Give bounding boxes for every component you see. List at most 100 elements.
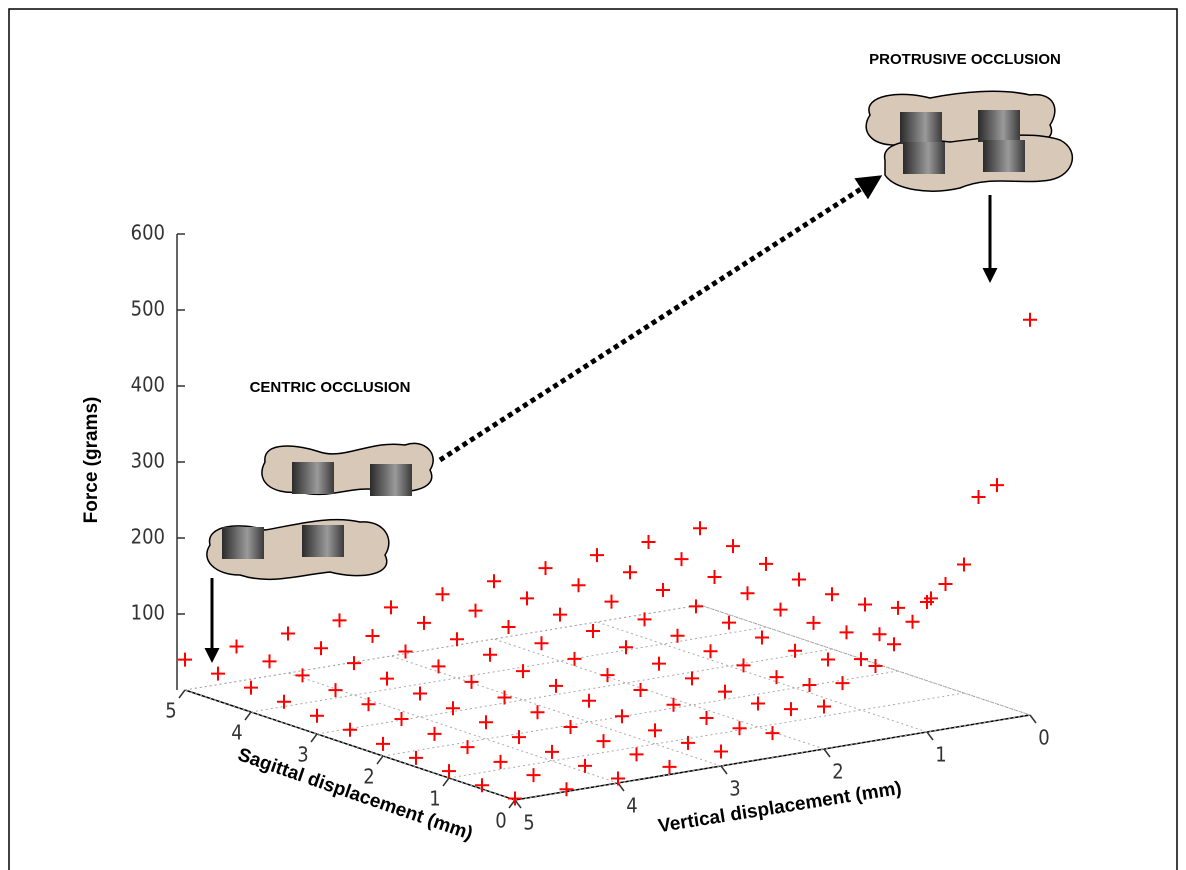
data-point <box>722 616 736 630</box>
data-point <box>512 730 526 744</box>
data-point <box>821 652 835 666</box>
data-point <box>652 657 666 671</box>
chart: PROTRUSIVE OCCLUSION CENTRIC OCCLUSION F… <box>0 0 1186 870</box>
data-point <box>1023 313 1037 327</box>
y-tick <box>927 732 933 740</box>
z-tick-label: 300 <box>131 449 165 473</box>
y-tick <box>1030 715 1036 723</box>
data-point <box>366 629 380 643</box>
z-tick-label: 100 <box>131 601 165 625</box>
data-point <box>545 745 559 759</box>
data-point <box>399 645 413 659</box>
data-point <box>648 723 662 737</box>
data-point <box>483 648 497 662</box>
data-point <box>642 535 656 549</box>
data-point <box>329 683 343 697</box>
x-tick-label: 5 <box>165 699 176 723</box>
data-point <box>714 745 728 759</box>
data-point <box>281 626 295 640</box>
y-tick <box>721 766 727 774</box>
data-point <box>957 558 971 572</box>
protrusive-icon <box>866 91 1072 191</box>
data-point <box>469 604 483 618</box>
centric-icon <box>207 443 433 579</box>
annotation: CENTRIC OCCLUSION <box>250 379 411 396</box>
data-point <box>601 668 615 682</box>
data-point <box>759 557 773 571</box>
data-point <box>766 726 780 740</box>
grid-line <box>449 693 964 778</box>
data-point <box>413 686 427 700</box>
y-tick <box>824 749 830 757</box>
data-point <box>615 709 629 723</box>
data-point <box>343 723 357 737</box>
y-tick-label: 2 <box>832 760 843 784</box>
data-point <box>572 578 586 592</box>
data-point <box>675 552 689 566</box>
data-point <box>428 727 442 741</box>
data-point <box>263 654 277 668</box>
data-point <box>939 577 953 591</box>
data-point <box>417 616 431 630</box>
data-point <box>708 570 722 584</box>
data-point <box>553 608 567 622</box>
data-point <box>770 670 784 684</box>
data-point <box>590 548 604 562</box>
data-point <box>972 490 986 504</box>
x-tick-label: 2 <box>363 765 374 789</box>
data-point <box>277 695 291 709</box>
x-tick <box>311 734 317 742</box>
data-point <box>296 668 310 682</box>
data-point <box>718 685 732 699</box>
data-point <box>409 751 423 765</box>
data-point <box>671 629 685 643</box>
data-point <box>498 690 512 704</box>
x-tick-label: 3 <box>297 743 308 767</box>
data-point <box>681 736 695 750</box>
data-point <box>520 591 534 605</box>
grid-line <box>391 656 721 766</box>
data-point <box>667 698 681 712</box>
data-point <box>634 683 648 697</box>
data-point <box>656 583 670 597</box>
data-point <box>733 721 747 735</box>
data-point <box>836 676 850 690</box>
data-point <box>333 613 347 627</box>
data-point <box>446 701 460 715</box>
dotted-arrow <box>440 178 878 460</box>
data-point <box>700 711 714 725</box>
data-point <box>465 675 479 689</box>
data-point <box>854 652 868 666</box>
z-tick-label: 500 <box>131 297 165 321</box>
data-point <box>755 630 769 644</box>
data-point <box>502 620 516 634</box>
data-point <box>623 565 637 579</box>
data-point <box>384 600 398 614</box>
data-point <box>380 672 394 686</box>
x-tick <box>443 778 449 786</box>
data-point <box>494 755 508 769</box>
grid-line <box>251 627 766 712</box>
data-point <box>704 644 718 658</box>
data-point <box>597 734 611 748</box>
x-tick <box>377 756 383 764</box>
z-tick-label: 600 <box>131 221 165 245</box>
data-point <box>630 747 644 761</box>
data-point <box>436 587 450 601</box>
data-point <box>568 652 582 666</box>
data-point <box>244 681 258 695</box>
data-point <box>564 720 578 734</box>
floor-back <box>185 605 1030 715</box>
data-point <box>792 572 806 586</box>
data-point <box>395 712 409 726</box>
data-point <box>788 644 802 658</box>
x-tick-label: 1 <box>429 787 440 811</box>
x-tick <box>179 690 185 698</box>
data-point <box>817 699 831 713</box>
data-point <box>751 696 765 710</box>
x-tick-label: 0 <box>495 809 506 833</box>
data-point <box>840 625 854 639</box>
data-point <box>825 587 839 601</box>
z-tick-label: 400 <box>131 373 165 397</box>
annotation: PROTRUSIVE OCCLUSION <box>869 51 1061 68</box>
